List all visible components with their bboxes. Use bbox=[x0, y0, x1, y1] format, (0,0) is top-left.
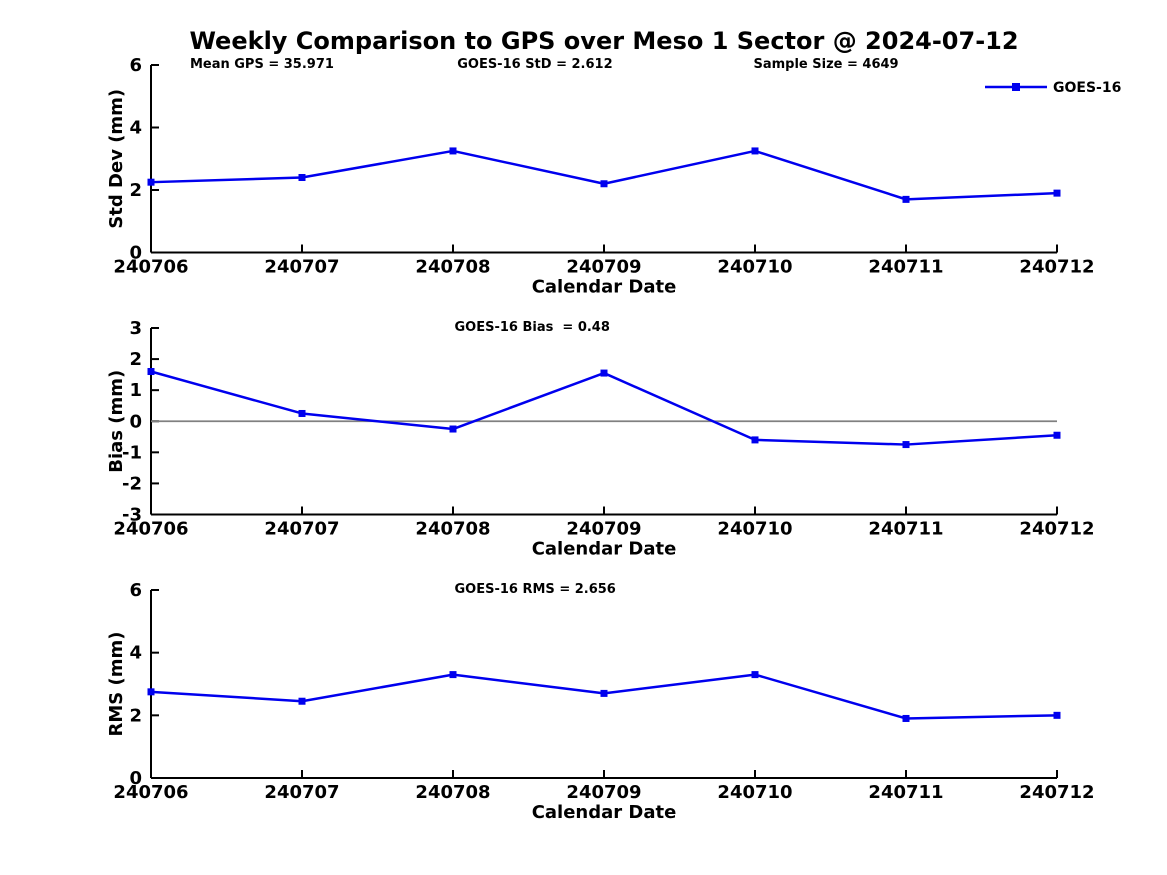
y-tick-label: 4 bbox=[129, 118, 142, 139]
x-tick-label: 240706 bbox=[113, 519, 188, 540]
y-tick-label: 6 bbox=[129, 580, 142, 601]
y-axis-label: RMS (mm) bbox=[106, 632, 127, 737]
data-point-marker bbox=[1053, 711, 1061, 719]
data-point-marker bbox=[600, 369, 608, 377]
y-tick-label: -2 bbox=[122, 473, 142, 494]
data-point-marker bbox=[751, 147, 759, 155]
x-tick-label: 240707 bbox=[264, 257, 339, 278]
data-point-marker bbox=[298, 697, 306, 705]
x-tick-label: 240712 bbox=[1019, 782, 1094, 803]
data-point-marker bbox=[147, 688, 155, 696]
x-tick-label: 240711 bbox=[868, 257, 943, 278]
data-point-marker bbox=[902, 195, 910, 203]
legend-marker-icon bbox=[1012, 83, 1020, 91]
x-tick-label: 240710 bbox=[717, 257, 792, 278]
x-tick-label: 240709 bbox=[566, 519, 641, 540]
y-tick-label: 0 bbox=[129, 243, 142, 264]
y-tick-label: 0 bbox=[129, 768, 142, 789]
x-tick-label: 240706 bbox=[113, 782, 188, 803]
x-tick-label: 240708 bbox=[415, 257, 490, 278]
y-axis-label: Std Dev (mm) bbox=[106, 89, 127, 229]
y-tick-label: -3 bbox=[122, 505, 142, 526]
x-tick-label: 240709 bbox=[566, 782, 641, 803]
x-tick-label: 240707 bbox=[264, 782, 339, 803]
y-tick-label: 2 bbox=[129, 180, 142, 201]
series-line bbox=[150, 370, 1058, 446]
data-point-marker bbox=[449, 425, 457, 433]
annotation: Mean GPS = 35.971 bbox=[190, 57, 334, 72]
data-point-marker bbox=[902, 714, 910, 722]
x-tick-label: 240708 bbox=[415, 782, 490, 803]
data-point-marker bbox=[147, 178, 155, 186]
annotation: GOES-16 RMS = 2.656 bbox=[455, 582, 616, 597]
x-tick-label: 240710 bbox=[717, 519, 792, 540]
data-point-marker bbox=[1053, 431, 1061, 439]
data-point-marker bbox=[298, 174, 306, 181]
y-tick-label: 3 bbox=[129, 318, 142, 339]
x-tick-label: 240710 bbox=[717, 782, 792, 803]
data-point-marker bbox=[147, 368, 155, 376]
x-tick-label: 240708 bbox=[415, 519, 490, 540]
legend-label: GOES-16 bbox=[1053, 80, 1121, 96]
y-tick-label: 4 bbox=[129, 643, 142, 664]
y-tick-label: 2 bbox=[129, 349, 142, 370]
x-tick-label: 240711 bbox=[868, 782, 943, 803]
data-point-marker bbox=[600, 689, 608, 697]
x-tick-label: 240706 bbox=[113, 257, 188, 278]
data-point-marker bbox=[449, 147, 457, 155]
annotation: GOES-16 Bias = 0.48 bbox=[455, 320, 610, 335]
y-axis-label: Bias (mm) bbox=[106, 370, 127, 473]
legend: GOES-16 bbox=[985, 80, 1121, 96]
series-line bbox=[150, 149, 1058, 201]
annotation: GOES-16 StD = 2.612 bbox=[457, 57, 612, 72]
x-tick-label: 240711 bbox=[868, 519, 943, 540]
x-axis-label: Calendar Date bbox=[532, 539, 677, 560]
x-tick-label: 240712 bbox=[1019, 519, 1094, 540]
y-tick-label: -1 bbox=[122, 442, 142, 463]
y-tick-label: 1 bbox=[129, 380, 142, 401]
chart-title: Weekly Comparison to GPS over Meso 1 Sec… bbox=[189, 27, 1019, 55]
y-tick-label: 0 bbox=[129, 411, 142, 432]
data-point-marker bbox=[449, 671, 457, 679]
x-axis-label: Calendar Date bbox=[532, 802, 677, 823]
subplot-std-dev: 0 2 4 6 240706 240707 240708 240709 240710 240711… bbox=[106, 55, 1121, 298]
data-point-marker bbox=[298, 409, 306, 417]
y-tick-label: 2 bbox=[129, 705, 142, 726]
data-point-marker bbox=[600, 180, 608, 188]
data-point-marker bbox=[1053, 189, 1061, 197]
annotation: Sample Size = 4649 bbox=[753, 57, 898, 72]
y-tick-label: 6 bbox=[129, 55, 142, 76]
data-point-marker bbox=[751, 671, 759, 679]
data-point-marker bbox=[902, 441, 910, 449]
x-tick-label: 240709 bbox=[566, 257, 641, 278]
subplot-bias: -3 -2 -1 0 1 2 3 240706 240707 240708 240709 240710… bbox=[106, 318, 1095, 560]
x-axis-label: Calendar Date bbox=[532, 277, 677, 298]
subplot-rms: 0 2 4 6 240706 240707 240708 240709 240710 240711… bbox=[106, 580, 1095, 823]
data-point-marker bbox=[751, 436, 759, 444]
x-tick-label: 240707 bbox=[264, 519, 339, 540]
x-tick-label: 240712 bbox=[1019, 257, 1094, 278]
